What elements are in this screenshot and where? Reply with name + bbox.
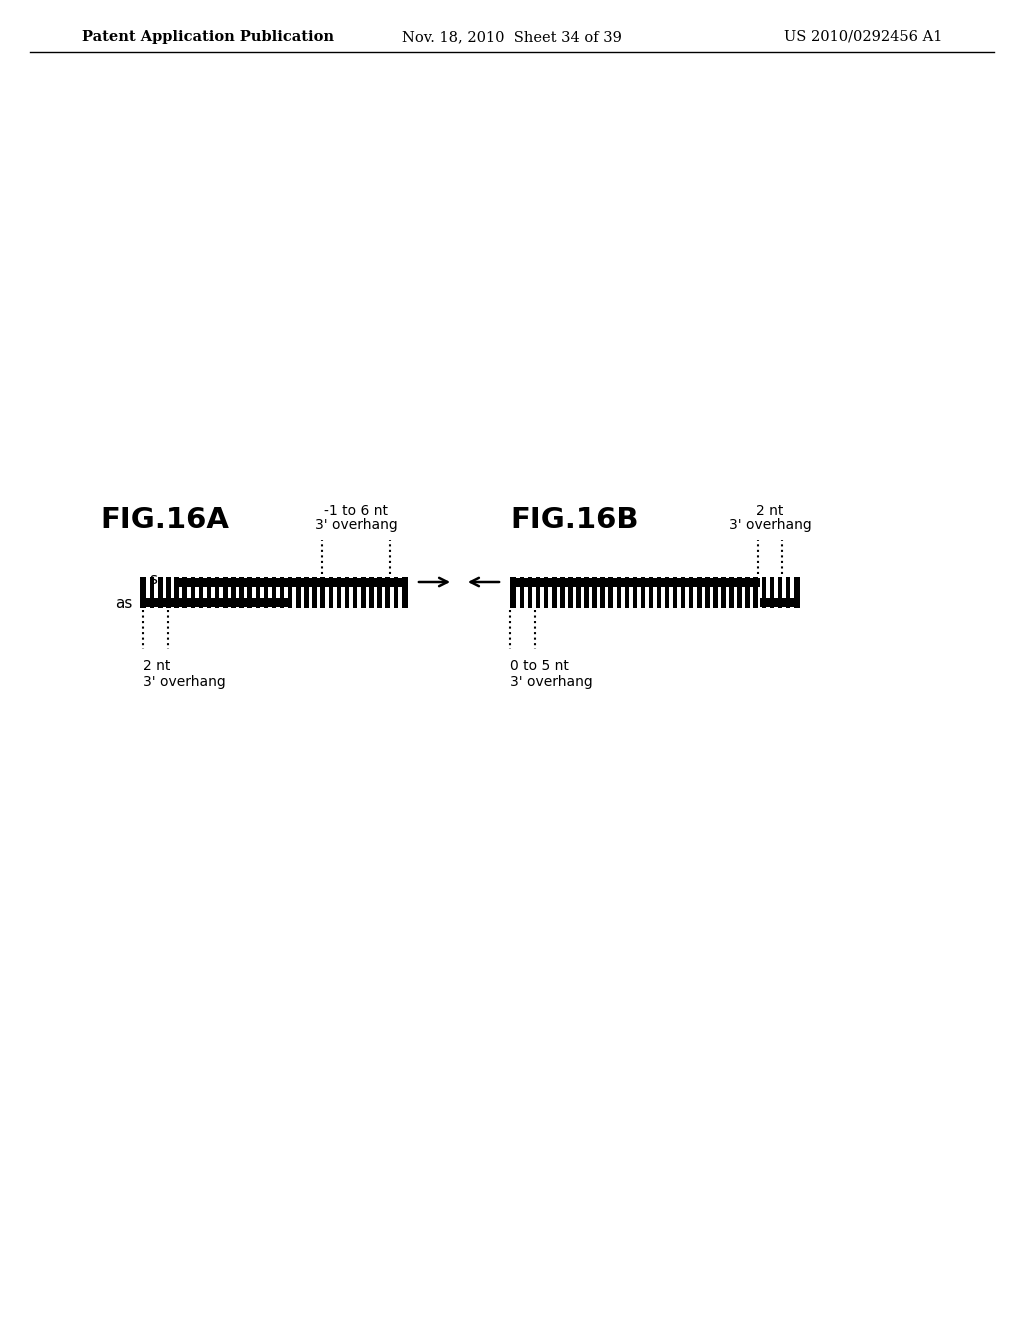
Text: Nov. 18, 2010  Sheet 34 of 39: Nov. 18, 2010 Sheet 34 of 39 [402,30,622,44]
Bar [572,577,577,607]
Bar [227,577,231,607]
Text: FIG.16B: FIG.16B [510,506,639,535]
Bar [760,598,800,606]
Bar [203,577,207,607]
Bar [357,577,361,607]
Bar [341,577,345,607]
Text: 2 nt: 2 nt [757,504,783,517]
Bar [613,577,616,607]
Bar [597,577,600,607]
Bar [549,577,552,607]
Bar [532,577,536,607]
Bar [171,577,174,607]
Bar [276,577,280,607]
Bar [766,577,770,607]
Bar [645,577,649,607]
Bar [524,577,528,607]
Bar [155,577,158,607]
Bar [268,577,271,607]
Bar [349,577,353,607]
Bar [325,577,329,607]
Bar [260,577,263,607]
Bar [510,577,800,607]
Text: 3' overhang: 3' overhang [729,517,811,532]
Bar [637,577,641,607]
Text: 0 to 5 nt: 0 to 5 nt [510,659,569,673]
Bar [510,578,760,586]
Bar [187,577,190,607]
Bar [374,577,377,607]
Text: as: as [115,597,132,611]
Bar [758,577,762,607]
Bar [677,577,681,607]
Bar [308,577,312,607]
Bar [774,577,777,607]
Text: -1 to 6 nt: -1 to 6 nt [324,504,388,517]
Text: 3' overhang: 3' overhang [314,517,397,532]
Bar [662,577,665,607]
Bar [146,577,150,607]
Bar [398,577,401,607]
Bar [516,577,520,607]
Text: FIG.16A: FIG.16A [100,506,229,535]
Bar [252,577,256,607]
Bar [140,577,408,607]
Bar [390,577,393,607]
Bar [710,577,713,607]
Bar [718,577,721,607]
Bar [333,577,337,607]
Bar [244,577,248,607]
Bar [195,577,199,607]
Bar [163,577,166,607]
Bar [670,577,673,607]
Bar [382,577,385,607]
Bar [693,577,697,607]
Bar [741,577,745,607]
Bar [293,577,296,607]
Bar [301,577,304,607]
Text: s: s [150,573,157,587]
Bar [219,577,223,607]
Text: 3' overhang: 3' overhang [143,675,225,689]
Text: US 2010/0292456 A1: US 2010/0292456 A1 [783,30,942,44]
Bar [685,577,689,607]
Bar [581,577,585,607]
Bar [179,577,182,607]
Bar [564,577,568,607]
Text: 3' overhang: 3' overhang [510,675,593,689]
Bar [791,577,794,607]
Bar [782,577,785,607]
Bar [236,577,240,607]
Bar [556,577,560,607]
Bar [653,577,656,607]
Bar [605,577,608,607]
Bar [750,577,754,607]
Bar [175,578,408,586]
Bar [140,598,290,606]
Bar [316,577,321,607]
Bar [629,577,633,607]
Bar [366,577,370,607]
Text: Patent Application Publication: Patent Application Publication [82,30,334,44]
Bar [211,577,215,607]
Bar [701,577,706,607]
Bar [589,577,592,607]
Bar [541,577,544,607]
Text: 2 nt: 2 nt [143,659,170,673]
Bar [726,577,729,607]
Bar [621,577,625,607]
Bar [734,577,737,607]
Bar [285,577,288,607]
